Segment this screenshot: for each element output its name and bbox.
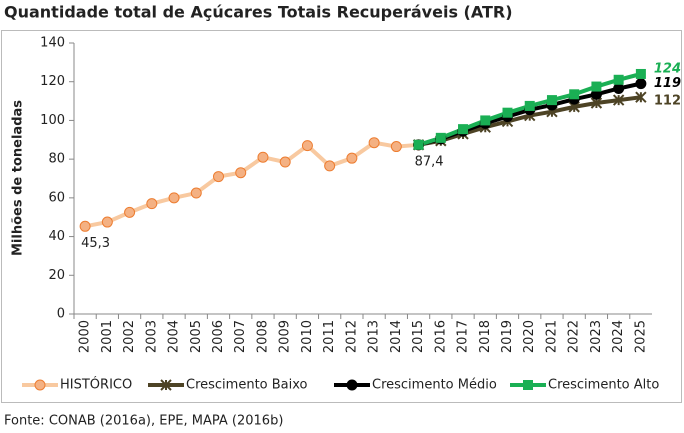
value-label: 112 xyxy=(654,94,681,109)
x-tick-label: 2006 xyxy=(211,320,226,353)
marker xyxy=(480,115,491,126)
x-tick-label: 2014 xyxy=(389,320,404,353)
value-label: 45,3 xyxy=(81,236,110,251)
x-tick-label: 2012 xyxy=(344,320,359,353)
y-tick-label: 20 xyxy=(48,268,65,283)
marker xyxy=(569,89,580,100)
legend-marker xyxy=(160,379,172,391)
marker xyxy=(612,94,625,106)
x-tick-label: 2011 xyxy=(322,320,337,353)
marker xyxy=(613,74,624,85)
y-tick-label: 40 xyxy=(48,229,65,244)
x-tick-label: 2019 xyxy=(500,320,515,353)
value-label: 119 xyxy=(654,76,681,91)
legend-label: Crescimento Alto xyxy=(548,378,659,393)
marker xyxy=(635,78,647,90)
marker xyxy=(635,68,646,79)
x-tick-label: 2025 xyxy=(633,320,648,353)
x-tick-label: 2020 xyxy=(522,320,537,353)
y-tick-label: 80 xyxy=(48,152,65,167)
x-tick-label: 2002 xyxy=(122,320,137,353)
marker xyxy=(368,137,380,149)
marker xyxy=(79,220,91,232)
marker xyxy=(635,91,647,103)
legend-label: Crescimento Baixo xyxy=(186,378,308,393)
x-tick-label: 2018 xyxy=(478,320,493,353)
legend-label: Crescimento Médio xyxy=(372,378,497,393)
marker xyxy=(235,167,247,179)
x-tick-label: 2021 xyxy=(544,320,559,353)
marker xyxy=(324,160,336,172)
marker xyxy=(524,100,535,111)
marker xyxy=(346,152,358,164)
marker xyxy=(101,216,113,228)
marker xyxy=(257,151,269,163)
x-tick-label: 2005 xyxy=(189,320,204,353)
marker xyxy=(301,140,313,152)
marker xyxy=(146,198,158,210)
x-tick-label: 2000 xyxy=(78,320,93,353)
x-tick-label: 2001 xyxy=(100,320,115,353)
y-tick-label: 0 xyxy=(57,307,65,322)
marker xyxy=(124,206,136,218)
chart-border xyxy=(1,30,682,403)
legend-label: HISTÓRICO xyxy=(60,377,132,393)
x-tick-label: 2022 xyxy=(567,320,582,353)
marker xyxy=(279,156,291,168)
legend-marker xyxy=(346,379,358,391)
marker xyxy=(190,187,202,199)
x-tick-label: 2017 xyxy=(456,320,471,353)
y-tick-label: 120 xyxy=(40,74,65,89)
marker xyxy=(458,124,469,135)
y-tick-label: 60 xyxy=(48,190,65,205)
legend-marker xyxy=(523,380,533,390)
marker xyxy=(591,81,602,92)
y-tick-label: 100 xyxy=(40,113,65,128)
marker xyxy=(168,192,180,204)
value-label: 124 xyxy=(654,61,681,76)
series-line xyxy=(84,140,419,229)
x-tick-label: 2015 xyxy=(411,320,426,353)
y-axis-label: Milhões de toneladas xyxy=(11,100,26,256)
marker xyxy=(213,171,224,183)
source: Fonte: CONAB (2016a), EPE, MAPA (2016b) xyxy=(4,414,283,429)
x-tick-label: 2016 xyxy=(433,320,448,353)
marker xyxy=(413,139,424,150)
marker xyxy=(546,95,557,106)
x-tick-label: 2007 xyxy=(233,320,248,353)
x-tick-label: 2024 xyxy=(611,320,626,353)
legend-marker xyxy=(34,379,46,391)
value-label: 87,4 xyxy=(415,154,444,169)
chart-title: Quantidade total de Açúcares Totais Recu… xyxy=(4,3,513,22)
x-tick-label: 2023 xyxy=(589,320,604,353)
marker xyxy=(502,107,513,118)
x-tick-label: 2013 xyxy=(367,320,382,353)
x-tick-label: 2003 xyxy=(144,320,159,353)
marker xyxy=(613,82,625,94)
marker xyxy=(390,141,402,153)
x-tick-label: 2008 xyxy=(255,320,270,353)
x-tick-label: 2004 xyxy=(167,320,182,353)
x-tick-label: 2009 xyxy=(278,320,293,353)
marker xyxy=(435,132,446,143)
x-tick-label: 2010 xyxy=(300,320,315,353)
y-tick-label: 140 xyxy=(40,36,65,51)
